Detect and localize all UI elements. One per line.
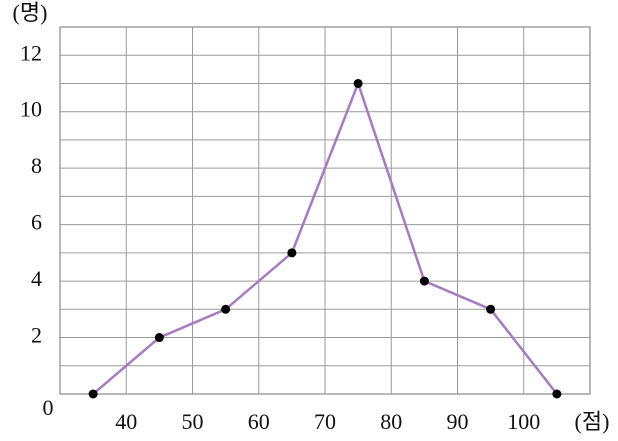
x-tick-label: 70 (314, 409, 336, 434)
data-point (287, 248, 297, 258)
data-point (419, 276, 429, 286)
data-point (221, 304, 231, 314)
x-tick-label: 60 (248, 409, 270, 434)
y-axis-label: (명) (13, 0, 48, 25)
x-tick-label: 90 (447, 409, 469, 434)
y-tick-label: 6 (31, 210, 42, 235)
y-tick-label: 8 (31, 153, 42, 178)
data-point (486, 304, 496, 314)
x-axis-label: (점) (575, 409, 610, 434)
origin-label: 0 (43, 395, 54, 420)
x-tick-label: 50 (182, 409, 204, 434)
y-tick-label: 12 (20, 40, 42, 65)
y-tick-label: 10 (20, 97, 42, 122)
data-point (353, 78, 363, 88)
y-tick-label: 2 (31, 323, 42, 348)
data-point (552, 389, 562, 399)
x-tick-label: 100 (507, 409, 540, 434)
series-line (92, 79, 558, 395)
data-point (88, 389, 98, 399)
y-tick-label: 4 (31, 266, 42, 291)
x-tick-label: 40 (115, 409, 137, 434)
x-tick-label: 80 (380, 409, 402, 434)
data-point (154, 333, 164, 343)
